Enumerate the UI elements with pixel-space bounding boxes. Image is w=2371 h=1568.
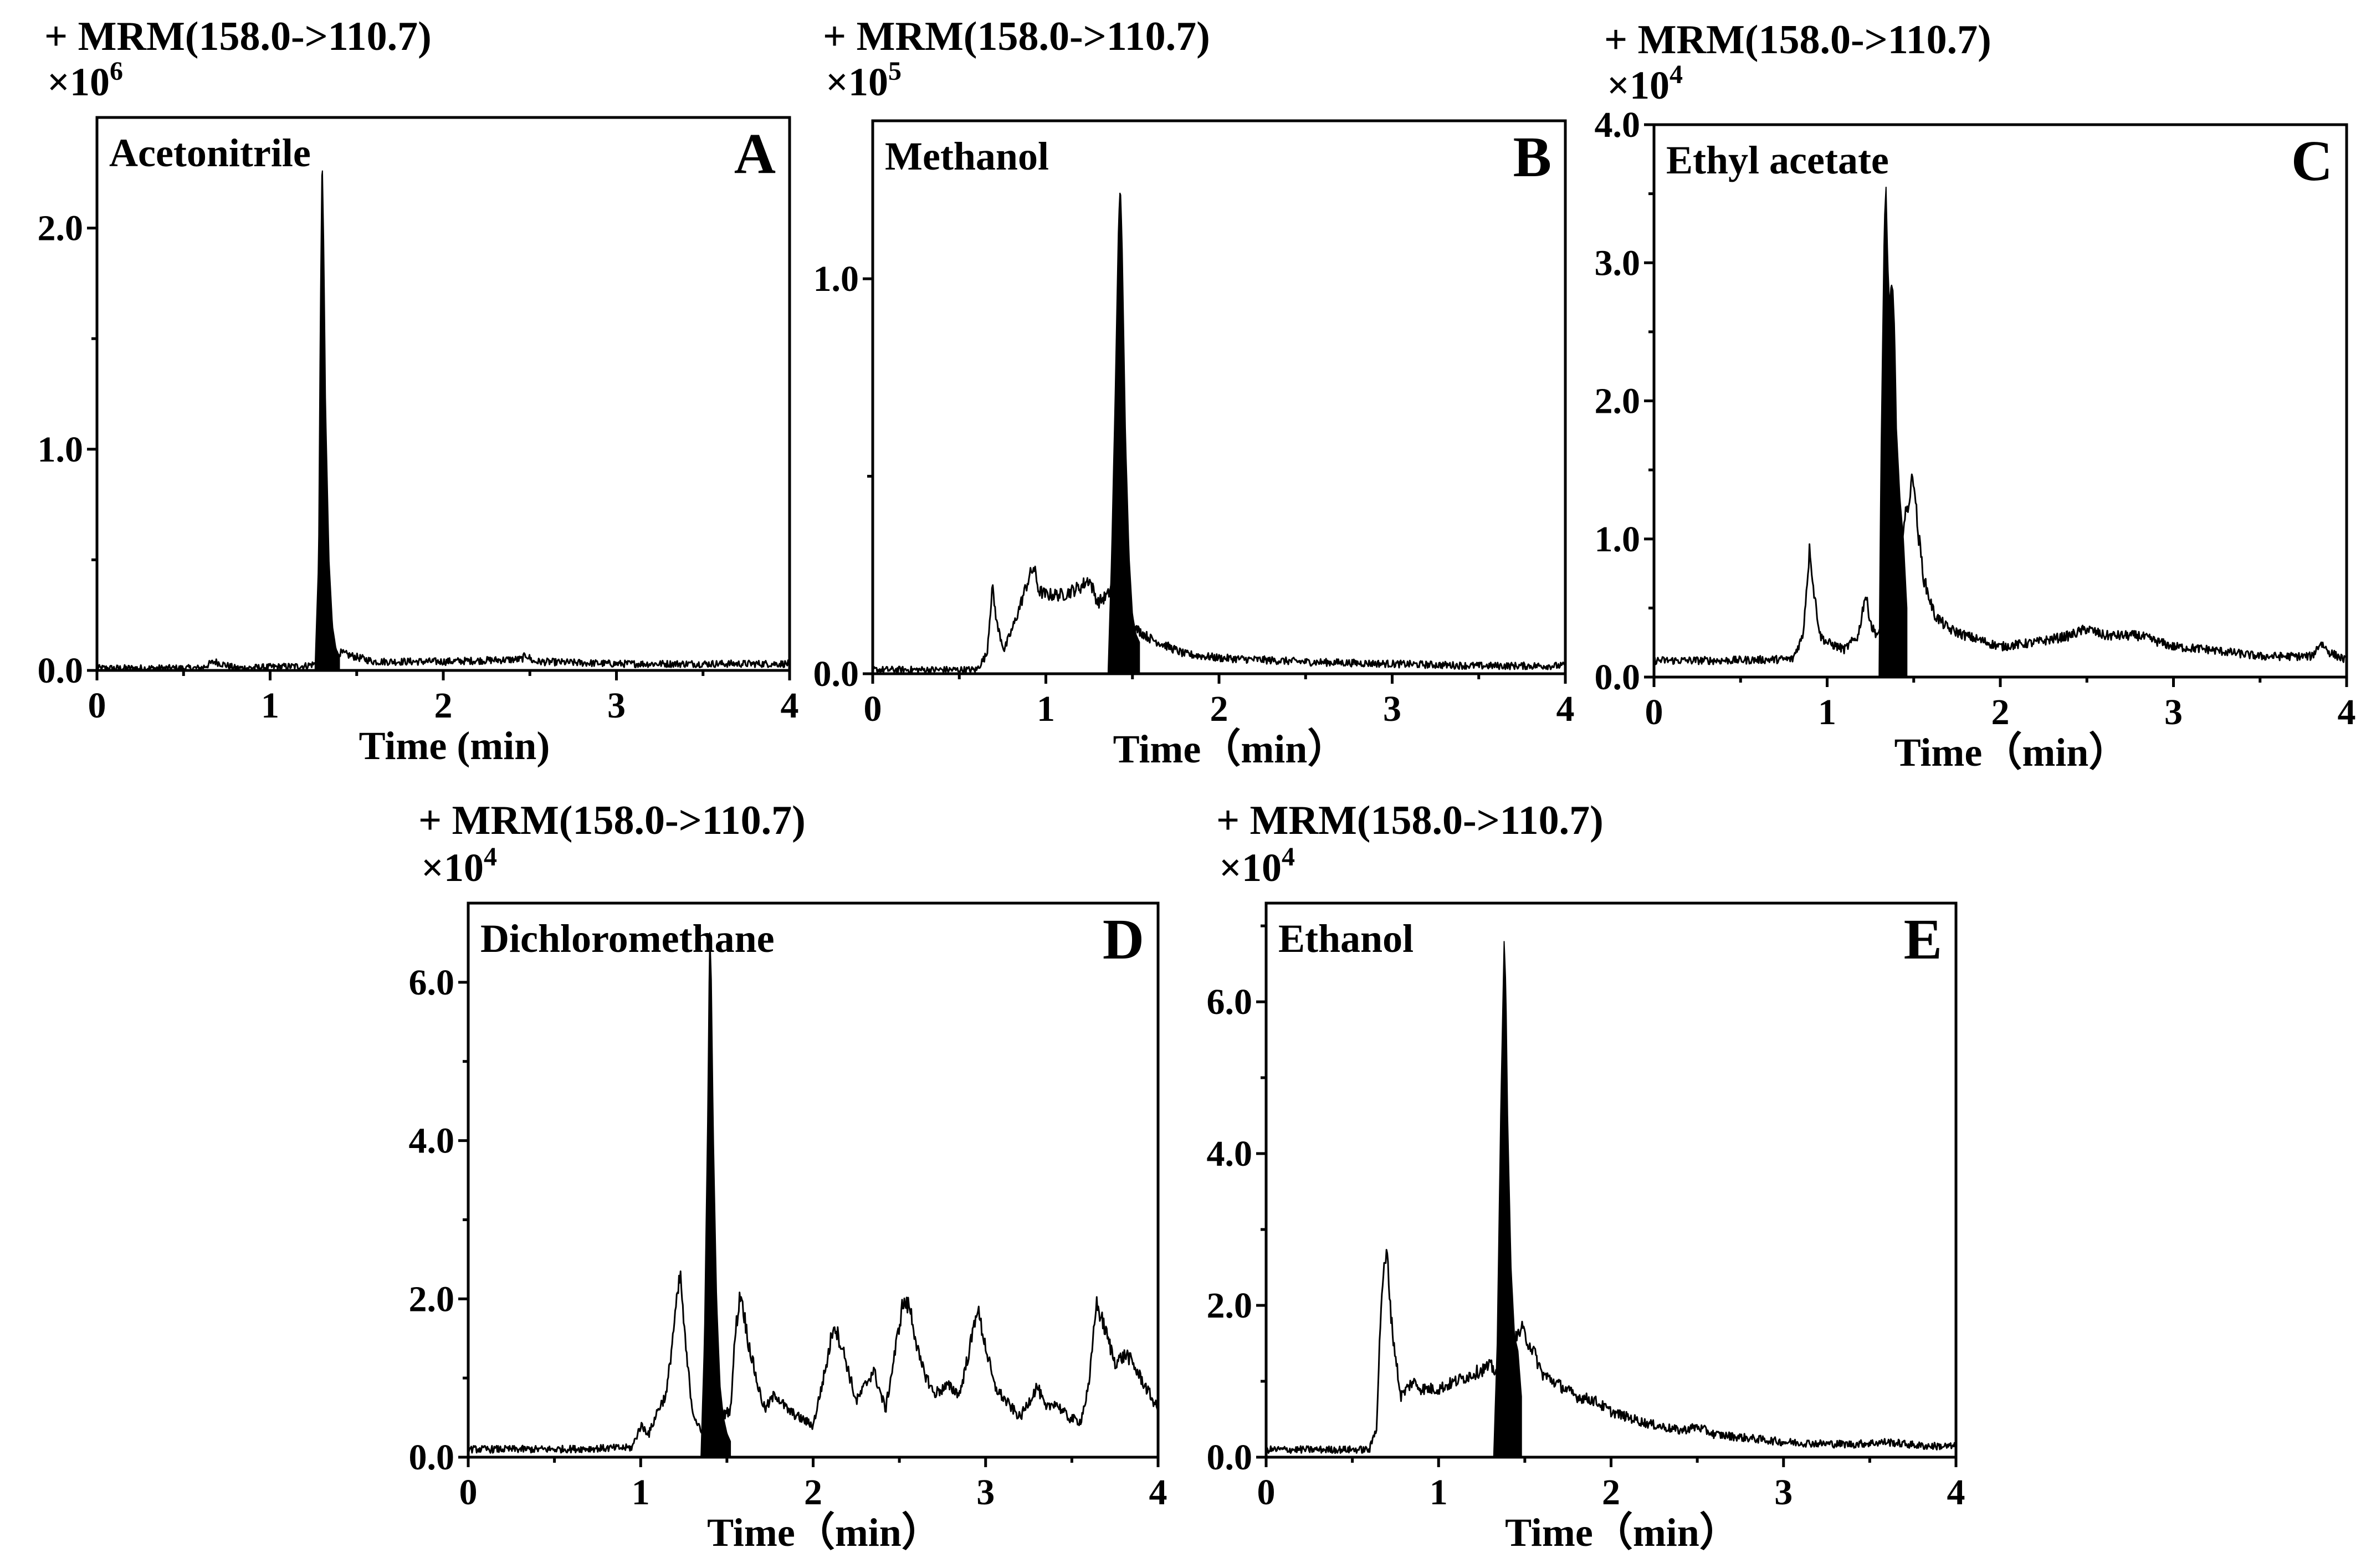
y-tick-label: 2.0 <box>409 1279 455 1319</box>
mrm-title: + MRM(158.0->110.7) <box>1604 17 1991 63</box>
panel-letter: B <box>1513 125 1551 189</box>
y-tick-label: 1.0 <box>38 429 84 470</box>
mrm-title: + MRM(158.0->110.7) <box>1216 798 1604 843</box>
y-scale-factor: ×105 <box>826 57 902 104</box>
x-tick-label: 2 <box>1602 1472 1620 1513</box>
chromatogram-trace <box>467 1270 1159 1454</box>
y-tick-label: 6.0 <box>409 962 455 1003</box>
y-tick-label: 0.0 <box>38 650 84 691</box>
y-tick-label: 0.0 <box>1207 1437 1253 1478</box>
peak-fill <box>700 932 731 1458</box>
x-tick-label: 0 <box>1645 692 1663 732</box>
chromatogram-trace <box>96 648 791 672</box>
solvent-label: Ethanol <box>1278 916 1414 961</box>
x-tick-label: 4 <box>1149 1472 1167 1513</box>
plot-frame <box>467 901 1160 1459</box>
y-tick-label: 1.0 <box>813 259 859 299</box>
x-tick-label: 4 <box>1556 689 1575 729</box>
y-scale-factor: ×104 <box>421 842 497 890</box>
y-tick-label: 2.0 <box>1207 1285 1253 1326</box>
x-tick-label: 4 <box>781 685 799 726</box>
y-tick-label: 6.0 <box>1207 982 1253 1022</box>
mrm-title: + MRM(158.0->110.7) <box>44 14 432 59</box>
mrm-title: + MRM(158.0->110.7) <box>418 798 806 843</box>
y-scale-factor: ×104 <box>1607 60 1683 107</box>
x-axis-label: Time（min） <box>707 1510 941 1555</box>
plot-frame <box>1652 123 2348 679</box>
x-tick-label: 2 <box>1991 692 2010 732</box>
y-scale-factor: ×104 <box>1219 842 1295 890</box>
peak-fill <box>1108 192 1140 674</box>
x-tick-label: 3 <box>976 1472 995 1513</box>
x-tick-label: 3 <box>1774 1472 1793 1513</box>
panel-E: + MRM(158.0->110.7)×104 0 1 2 3 4 0.0 2.0 4.0 6.0… <box>1207 798 1965 1555</box>
panel-C: + MRM(158.0->110.7)×104 0 1 2 3 4 0.0 1.0 2.0 3.0… <box>1595 17 2356 775</box>
panel-letter: A <box>734 122 776 186</box>
plot-frame <box>95 116 791 672</box>
x-tick-label: 0 <box>864 689 882 729</box>
solvent-label: Methanol <box>885 134 1049 178</box>
x-tick-label: 1 <box>261 685 279 726</box>
y-scale-exponent: 4 <box>1670 60 1683 89</box>
solvent-label: Ethyl acetate <box>1666 138 1889 182</box>
x-axis-label: Time（min） <box>1113 727 1348 771</box>
panel-letter: D <box>1103 908 1144 971</box>
x-tick-label: 1 <box>1818 692 1836 732</box>
chromatogram-trace <box>1265 1249 1957 1454</box>
x-tick-label: 2 <box>804 1472 822 1513</box>
x-tick-label: 4 <box>1947 1472 1965 1513</box>
plot-frame <box>871 119 1567 675</box>
y-scale-exponent: 5 <box>888 57 902 86</box>
x-tick-label: 2 <box>434 685 453 726</box>
peak-fill <box>1493 941 1522 1458</box>
x-tick-label: 4 <box>2338 692 2356 732</box>
x-tick-label: 0 <box>459 1472 478 1513</box>
x-tick-label: 3 <box>2164 692 2183 732</box>
x-axis-label: Time（min） <box>1894 730 2129 775</box>
y-tick-label: 1.0 <box>1595 519 1641 560</box>
plot-frame <box>1264 901 1958 1459</box>
panel-letter: C <box>2291 129 2333 193</box>
panel-A: + MRM(158.0->110.7)×106 0 1 2 3 4 0.0 1.0 2.0 Tim… <box>38 14 799 768</box>
solvent-label: Acetonitrile <box>109 131 311 175</box>
x-tick-label: 0 <box>88 685 106 726</box>
y-tick-label: 2.0 <box>38 208 84 249</box>
y-tick-label: 0.0 <box>813 654 859 694</box>
y-tick-label: 0.0 <box>1595 657 1641 698</box>
x-tick-label: 2 <box>1210 689 1228 729</box>
x-tick-label: 1 <box>632 1472 650 1513</box>
panel-letter: E <box>1904 908 1942 971</box>
x-axis-label: Time（min） <box>1505 1510 1739 1555</box>
x-tick-label: 0 <box>1257 1472 1276 1513</box>
chromatogram-trace <box>872 565 1566 674</box>
y-scale-exponent: 4 <box>1282 842 1295 872</box>
y-tick-label: 0.0 <box>409 1437 455 1478</box>
mrm-title: + MRM(158.0->110.7) <box>823 14 1210 59</box>
x-axis-label: Time (min) <box>359 724 550 768</box>
y-tick-label: 4.0 <box>409 1121 455 1161</box>
y-scale-factor: ×106 <box>47 57 123 104</box>
y-tick-label: 2.0 <box>1595 381 1641 422</box>
x-tick-label: 1 <box>1430 1472 1448 1513</box>
y-tick-label: 3.0 <box>1595 243 1641 283</box>
solvent-label: Dichloromethane <box>480 916 775 961</box>
x-tick-label: 1 <box>1037 689 1055 729</box>
y-tick-label: 4.0 <box>1595 105 1641 145</box>
chromatogram-trace <box>1653 473 2347 665</box>
y-tick-label: 4.0 <box>1207 1134 1253 1174</box>
x-tick-label: 3 <box>607 685 626 726</box>
y-scale-exponent: 6 <box>110 57 123 86</box>
y-scale-exponent: 4 <box>484 842 497 872</box>
panel-B: + MRM(158.0->110.7)×105 0 1 2 3 4 0.0 1.0 Time（m… <box>813 14 1575 771</box>
peak-fill <box>314 170 340 671</box>
x-tick-label: 3 <box>1383 689 1401 729</box>
panel-D: + MRM(158.0->110.7)×104 0 1 2 3 4 0.0 2.0 4.0 6.0… <box>409 798 1167 1555</box>
peak-fill <box>1878 187 1908 678</box>
